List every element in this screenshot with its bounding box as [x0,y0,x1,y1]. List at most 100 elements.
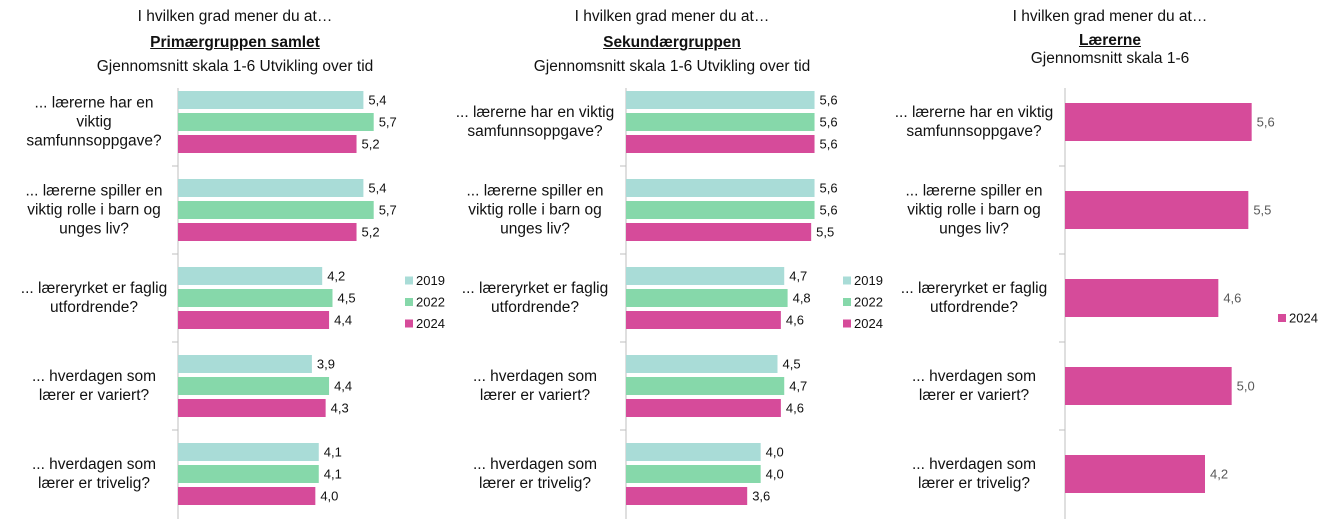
bar [178,399,326,417]
legend-swatch [843,298,851,306]
value-label: 4,1 [324,444,342,459]
value-label: 4,6 [786,312,804,327]
value-label: 4,6 [1223,290,1241,305]
bar [626,355,778,373]
category-label: ... hverdagen som lærer er trivelig? [911,456,1037,492]
value-label: 5,4 [368,92,386,107]
category-label: ... læreryrket er faglig utfordrende? [461,280,609,316]
bar [626,487,748,505]
value-label: 4,0 [766,444,784,459]
value-label: 4,5 [338,290,356,305]
legend-swatch [405,298,413,306]
value-label: 4,0 [320,488,338,503]
bar [626,311,781,329]
value-label: 5,0 [1237,378,1255,393]
category-label: ... lærerne har en viktig samfunnsoppgav… [894,104,1054,140]
bar [626,135,815,153]
bar [626,267,785,285]
value-label: 4,5 [783,356,801,371]
bar [626,465,761,483]
category-label: ... lærerne spiller en viktig rolle i ba… [466,182,604,238]
bar [1065,279,1219,317]
bar [178,355,312,373]
bar [626,179,815,197]
category-label: ... hverdagen som lærer er variert? [31,368,157,404]
chart-note: Gjennomsnitt skala 1-6 [1030,50,1190,67]
bar [626,223,812,241]
chart-group: Primærgruppen samlet [150,34,320,51]
category-label: ... lærerne spiller en viktig rolle i ba… [905,182,1043,238]
bar [178,311,330,329]
bar [1065,367,1232,405]
value-label: 5,6 [820,92,838,107]
bar [626,113,815,131]
legend-label: 2019 [854,273,883,288]
chart-note: Gjennomsnitt skala 1-6 Utvikling over ti… [533,58,811,75]
bar [1065,103,1252,141]
bar [178,179,364,197]
value-label: 5,6 [820,180,838,195]
value-label: 4,7 [789,268,807,283]
category-label: ... hverdagen som lærer er trivelig? [31,456,157,492]
legend-swatch [1278,314,1286,322]
bar [626,201,815,219]
value-label: 4,2 [1210,466,1228,481]
value-label: 4,0 [766,466,784,481]
value-label: 5,5 [816,224,834,239]
bar [178,267,323,285]
category-label: ... hverdagen som lærer er trivelig? [472,456,598,492]
chart-note: Gjennomsnitt skala 1-6 Utvikling over ti… [96,58,374,75]
value-label: 5,6 [1257,114,1275,129]
value-label: 3,9 [317,356,335,371]
bar [626,443,761,461]
bar [1065,191,1249,229]
value-label: 5,6 [820,136,838,151]
chart-title: I hvilken grad mener du at… [137,8,333,25]
bar [626,289,788,307]
legend-swatch [405,276,413,285]
category-label: ... lærerne spiller en viktig rolle i ba… [25,182,163,238]
value-label: 5,7 [379,114,397,129]
value-label: 5,2 [362,224,380,239]
value-label: 3,6 [752,488,770,503]
category-label: ... hverdagen som lærer er variert? [472,368,598,404]
legend-swatch [843,276,851,285]
value-label: 5,6 [820,114,838,129]
bar [178,289,333,307]
value-label: 5,7 [379,202,397,217]
bar [178,377,330,395]
value-label: 4,7 [789,378,807,393]
bar [626,377,785,395]
category-label: ... lærerne har en viktig samfunnsoppgav… [26,94,162,150]
bar [178,201,374,219]
chart-group: Sekundærgruppen [603,34,741,51]
bar [178,443,319,461]
value-label: 4,3 [331,400,349,415]
value-label: 5,4 [368,180,386,195]
bar [626,399,781,417]
chart-title: I hvilken grad mener du at… [574,8,770,25]
chart-group: Lærerne [1078,32,1142,49]
value-label: 5,5 [1253,202,1271,217]
bar [178,223,357,241]
chart-title: I hvilken grad mener du at… [1012,8,1208,25]
bar [178,113,374,131]
bar [1065,455,1205,493]
value-label: 4,1 [324,466,342,481]
legend-label: 2024 [416,316,445,331]
legend-label: 2024 [1289,310,1318,325]
value-label: 5,2 [362,136,380,151]
bar [178,91,364,109]
legend-label: 2024 [854,316,883,331]
bar [626,91,815,109]
value-label: 4,2 [327,268,345,283]
category-label: ... læreryrket er faglig utfordrende? [900,280,1048,316]
category-label: ... lærerne har en viktig samfunnsoppgav… [455,104,615,140]
legend-label: 2022 [854,294,883,309]
category-label: ... læreryrket er faglig utfordrende? [20,280,168,316]
legend-swatch [405,319,413,328]
legend-swatch [843,319,851,328]
value-label: 4,4 [334,312,352,327]
